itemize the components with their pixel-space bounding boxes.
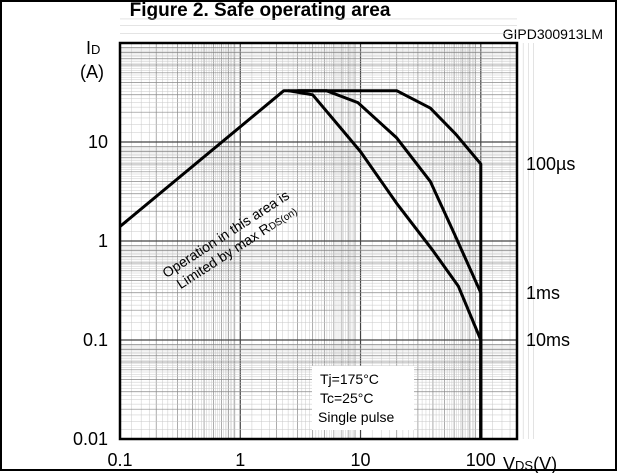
y-tick-label: 1 xyxy=(98,231,108,251)
x-tick-label: 0.1 xyxy=(107,450,132,470)
chart-title: Figure 2. Safe operating area xyxy=(130,2,391,21)
condition-pulse: Single pulse xyxy=(318,409,394,425)
x-tick-label: 1 xyxy=(235,450,245,470)
condition-tj: Tj=175°C xyxy=(320,371,379,387)
figure-code: GIPD300913LM xyxy=(503,26,603,42)
x-axis-label-unit: (V) xyxy=(533,454,557,473)
y-axis-label-sub: D xyxy=(91,42,100,57)
x-axis-label-main: V xyxy=(503,454,515,473)
y-axis-unit: (A) xyxy=(80,62,104,82)
series-label: 10ms xyxy=(526,330,570,350)
series-label: 100µs xyxy=(526,154,575,174)
x-tick-label: 10 xyxy=(351,450,371,470)
condition-tc: Tc=25°C xyxy=(320,390,373,406)
y-tick-label: 0.01 xyxy=(73,429,108,449)
series-label: 1ms xyxy=(526,283,560,303)
y-tick-label: 10 xyxy=(88,132,108,152)
y-axis-label: ID xyxy=(86,38,100,58)
y-tick-label: 0.1 xyxy=(83,330,108,350)
x-axis-label: VDS(V) xyxy=(503,454,557,473)
conditions-box: Tj=175°C Tc=25°C Single pulse xyxy=(312,366,414,430)
x-tick-label: 100 xyxy=(466,450,496,470)
